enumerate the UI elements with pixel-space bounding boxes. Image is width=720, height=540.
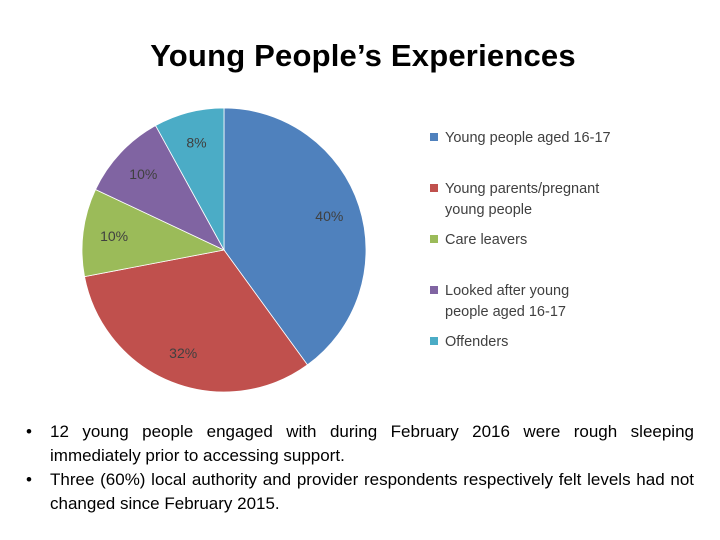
slice-data-label: 32% [169,345,197,361]
bullet-icon: • [26,422,32,441]
legend-swatch [430,235,438,243]
legend-swatch [430,133,438,141]
slide-title: Young People’s Experiences [150,38,576,73]
bullet-icon: • [26,470,32,489]
pie-labels: 40% 32% 10% 10% 8% [100,135,343,361]
legend-swatch [430,286,438,294]
bullet-text: 12 young people engaged with during Febr… [50,422,694,465]
slice-data-label: 10% [100,228,128,244]
legend-label: Young parents/pregnant young people [445,181,599,218]
pie-slice [84,249,309,393]
chart-legend: Young people aged 16-17 Young parents/pre… [430,130,611,350]
slice-data-label: 40% [315,208,343,224]
legend-swatch [430,337,438,345]
pie-slices [81,107,367,393]
legend-label: Care leavers [445,232,527,248]
bullet-item: • Three (60%) local authority and provid… [24,468,694,516]
pie-slice [155,107,225,251]
bullet-list: • 12 young people engaged with during Fe… [24,420,694,516]
bullet-item: • 12 young people engaged with during Fe… [24,420,694,468]
slice-data-label: 10% [129,166,157,182]
legend-label: Offenders [445,334,508,350]
legend-label: Looked after young people aged 16-17 [445,283,569,320]
bullet-text: Three (60%) local authority and provider… [50,470,694,513]
slice-data-label: 8% [186,135,206,151]
pie-slice [223,107,367,366]
pie-slice [94,125,225,251]
pie-slice [81,189,226,278]
legend-swatch [430,184,438,192]
pie-chart: 40%32%10%10%8% Young people aged 16-17You… [81,107,611,393]
legend-label: Young people aged 16-17 [445,130,611,146]
